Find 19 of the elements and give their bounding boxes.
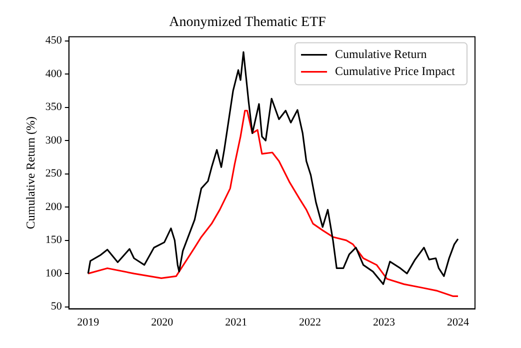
y-tick-label: 300 xyxy=(45,134,62,146)
x-tick-label: 2020 xyxy=(151,316,174,328)
legend-label: Cumulative Return xyxy=(335,46,427,61)
x-tick-label: 2019 xyxy=(77,316,100,328)
y-axis-title: Cumulative Return (%) xyxy=(23,116,38,230)
y-tick-label: 450 xyxy=(45,34,62,47)
x-tick-label: 2021 xyxy=(225,316,248,328)
y-tick-label: 200 xyxy=(45,200,62,213)
y-tick-label: 250 xyxy=(45,168,62,180)
x-tick-label: 2022 xyxy=(299,316,322,328)
x-tick-label: 2024 xyxy=(446,316,470,328)
y-tick-label: 400 xyxy=(45,68,62,80)
chart-title: Anonymized Thematic ETF xyxy=(169,15,326,30)
y-tick-label: 150 xyxy=(45,234,62,246)
x-tick-label: 2023 xyxy=(373,316,396,328)
y-tick-label: 350 xyxy=(45,101,62,114)
legend-label: Cumulative Price Impact xyxy=(335,64,456,78)
y-tick-label: 100 xyxy=(45,267,62,280)
y-tick-label: 50 xyxy=(50,300,62,313)
